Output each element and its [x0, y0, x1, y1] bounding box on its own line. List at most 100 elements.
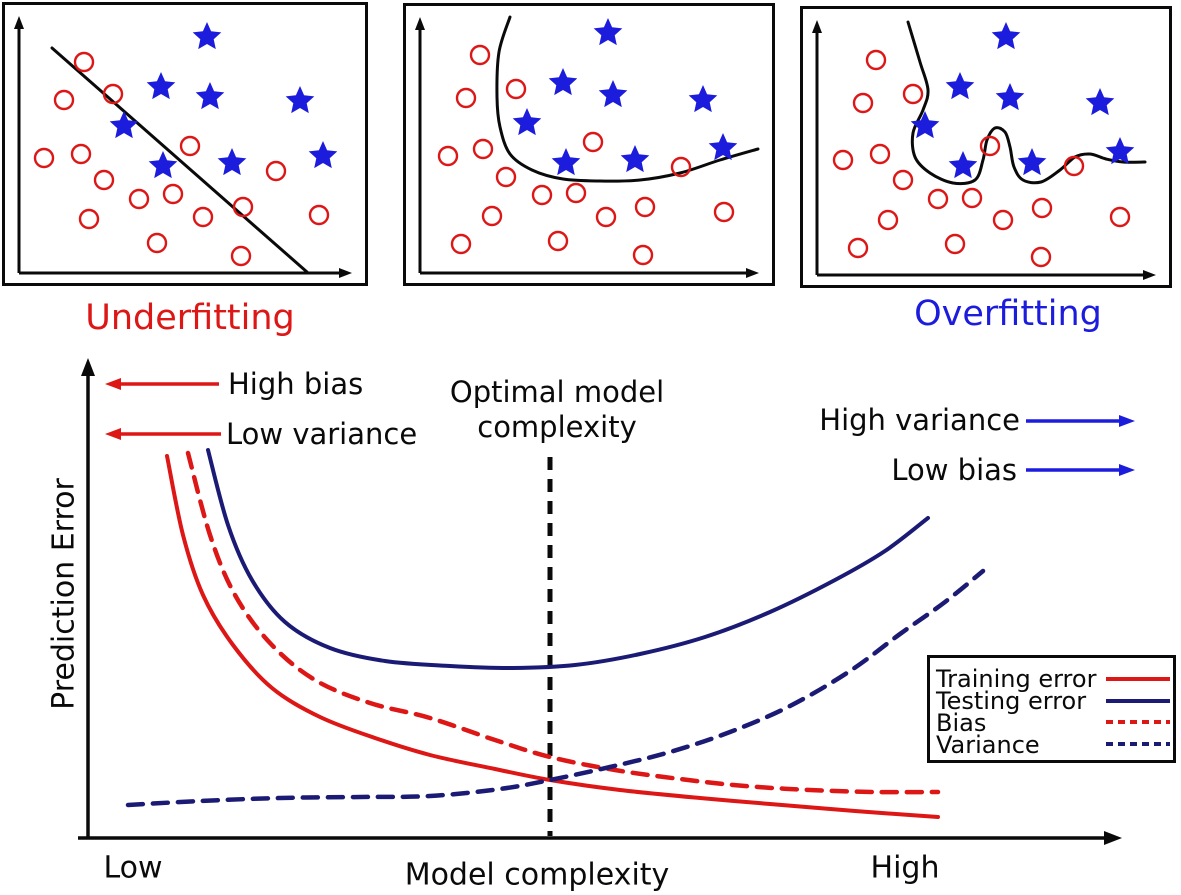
- scatter-circle: [832, 149, 854, 171]
- low-variance-annotation: Low variance: [226, 417, 418, 451]
- panel-y-axis-head: [415, 17, 425, 30]
- high-variance-annotation: High variance: [819, 403, 1020, 437]
- x-axis-label: Model complexity: [404, 857, 670, 893]
- scatter-circle: [944, 233, 966, 255]
- panel-border: [2, 2, 368, 286]
- scatter-star: [195, 82, 225, 110]
- scatter-star: [217, 148, 247, 176]
- y-axis-label: Prediction Error: [46, 478, 82, 710]
- scatter-circle: [979, 135, 1001, 157]
- scatter-circle: [308, 204, 330, 226]
- variance-curve: [125, 568, 986, 808]
- scatter-star: [945, 72, 975, 100]
- scatter-star: [688, 85, 718, 113]
- scatter-circle: [847, 237, 869, 259]
- scatter-circle: [869, 143, 891, 165]
- testing-error-curve: [206, 448, 930, 671]
- scatter-star: [551, 148, 581, 176]
- high-bias-annotation: High bias: [228, 367, 364, 401]
- decision-boundary: [495, 15, 760, 183]
- scatter-star: [109, 111, 139, 139]
- scatter-star: [512, 108, 542, 136]
- scatter-star: [598, 80, 628, 108]
- scatter-star: [995, 83, 1025, 111]
- scatter-circle: [146, 232, 168, 254]
- legend-label-training-error: Training error: [936, 665, 1097, 693]
- scatter-circle: [232, 196, 254, 218]
- scatter-circle: [472, 138, 494, 160]
- decision-boundary: [906, 20, 1147, 186]
- scatter-circle: [1030, 246, 1052, 268]
- scatter-circle: [992, 209, 1014, 231]
- bias-curve: [185, 450, 941, 795]
- scatter-star: [1017, 148, 1047, 176]
- scatter-star: [148, 151, 178, 179]
- panel-y-axis-head: [14, 16, 24, 29]
- scatter-circle: [670, 156, 692, 178]
- scatter-circle: [265, 160, 287, 182]
- scatter-circle: [1063, 155, 1085, 177]
- scatter-circle: [505, 78, 527, 100]
- scatter-star: [192, 22, 222, 50]
- scatter-star: [593, 18, 623, 46]
- scatter-star: [948, 151, 978, 179]
- scatter-circle: [162, 183, 184, 205]
- x-axis-head: [1104, 831, 1122, 845]
- high-variance-arrow-head: [1119, 415, 1135, 427]
- decision-boundary: [50, 46, 309, 274]
- optimal-complexity-annotation-line2: complexity: [477, 410, 637, 444]
- scatter-circle: [877, 209, 899, 231]
- optimal-complexity-annotation-line1: Optimal model: [449, 375, 665, 409]
- overfitting-label: Overfitting: [914, 294, 1102, 334]
- good-fit-panel-plot: [403, 3, 775, 286]
- scatter-circle: [927, 188, 949, 210]
- scatter-circle: [1031, 197, 1053, 219]
- scatter-circle: [634, 196, 656, 218]
- panel-y-axis-head: [812, 20, 822, 33]
- scatter-circle: [852, 92, 874, 114]
- scatter-circle: [547, 230, 569, 252]
- scatter-circle: [902, 83, 924, 105]
- scatter-circle: [961, 187, 983, 209]
- scatter-circle: [128, 188, 150, 210]
- legend-label-variance: Variance: [936, 731, 1040, 759]
- scatter-circle: [892, 169, 914, 191]
- scatter-circle: [53, 89, 75, 111]
- scatter-star: [991, 22, 1021, 50]
- scatter-star: [548, 68, 578, 96]
- underfitting-label: Underfitting: [85, 298, 295, 338]
- scatter-circle: [531, 184, 553, 206]
- low-bias-arrow-head: [1119, 464, 1135, 476]
- low-variance-arrow-head: [105, 428, 121, 440]
- scatter-star: [146, 72, 176, 100]
- scatter-circle: [632, 244, 654, 266]
- scatter-circle: [450, 233, 472, 255]
- legend-label-bias: Bias: [936, 709, 987, 737]
- scatter-circle: [179, 135, 201, 157]
- scatter-circle: [93, 169, 115, 191]
- scatter-circle: [78, 208, 100, 230]
- scatter-star: [708, 133, 738, 161]
- scatter-star: [1085, 88, 1115, 116]
- scatter-star: [308, 141, 338, 169]
- panel-x-axis-head: [746, 268, 759, 278]
- x-axis-low-label: Low: [103, 850, 163, 886]
- panel-border: [403, 3, 775, 286]
- scatter-circle: [73, 51, 95, 73]
- panel-x-axis-head: [339, 268, 352, 278]
- y-axis-head: [81, 358, 95, 376]
- high-bias-arrow-head: [105, 378, 121, 390]
- scatter-circle: [565, 182, 587, 204]
- training-error-curve: [165, 454, 940, 819]
- scatter-circle: [713, 201, 735, 223]
- overfitting-panel-plot: [800, 6, 1172, 288]
- scatter-star: [1105, 137, 1135, 165]
- scatter-circle: [102, 83, 124, 105]
- x-axis-high-label: High: [870, 850, 940, 886]
- error-vs-complexity-chart: [78, 358, 1176, 845]
- scatter-circle: [33, 147, 55, 169]
- scatter-star: [620, 145, 650, 173]
- scatter-circle: [455, 87, 477, 109]
- scatter-star: [910, 111, 940, 139]
